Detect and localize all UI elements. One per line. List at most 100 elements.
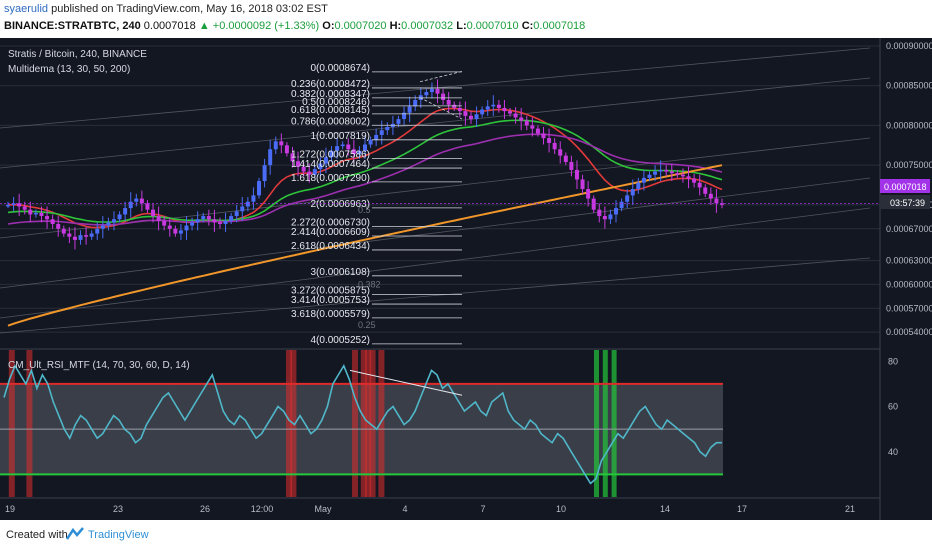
candle-body bbox=[407, 106, 412, 113]
time-tick-label: 4 bbox=[402, 504, 407, 514]
candle-body bbox=[100, 225, 105, 229]
candle-body bbox=[201, 216, 206, 220]
time-tick-label: 10 bbox=[556, 504, 566, 514]
fib-level-label: 0.618(0.0008145) bbox=[291, 105, 370, 116]
last-price-tag: 0.0007018 bbox=[880, 179, 930, 193]
candle-body bbox=[385, 127, 390, 131]
candle-body bbox=[128, 201, 133, 209]
tradingview-link[interactable]: TradingView bbox=[88, 529, 149, 541]
candle-body bbox=[296, 161, 301, 167]
chart-header: syaerulid published on TradingView.com, … bbox=[0, 0, 932, 38]
rsi-overbought-zone bbox=[26, 350, 33, 497]
candle-body bbox=[429, 88, 434, 93]
candle-body bbox=[223, 220, 228, 224]
price-tick-label: 0.00063000 bbox=[886, 256, 932, 266]
candle-body bbox=[22, 206, 27, 210]
candle-body bbox=[284, 145, 289, 154]
time-tick-label: 7 bbox=[480, 504, 485, 514]
candle-body bbox=[563, 155, 568, 162]
candle-body bbox=[245, 201, 250, 207]
candle-body bbox=[190, 222, 195, 226]
rsi-oversold-zone bbox=[594, 350, 599, 497]
candle-body bbox=[273, 141, 278, 150]
candle-body bbox=[173, 228, 178, 234]
candle-body bbox=[184, 225, 189, 231]
price-tick-label: 0.00085000 bbox=[886, 81, 932, 91]
close-value: 0.0007018 bbox=[533, 20, 586, 32]
fib-level-label: 1.272(0.0007586) bbox=[291, 149, 370, 160]
candle-body bbox=[240, 206, 245, 212]
created-with-label: Created with bbox=[6, 529, 68, 541]
chart-title: Stratis / Bitcoin, 240, BINANCE bbox=[8, 49, 147, 60]
price-tick-label: 0.00060000 bbox=[886, 279, 932, 289]
candle-body bbox=[597, 209, 602, 217]
open-label: O: bbox=[322, 20, 335, 32]
candle-body bbox=[323, 157, 328, 164]
publish-line: syaerulid published on TradingView.com, … bbox=[4, 3, 328, 15]
candle-body bbox=[491, 104, 496, 107]
candle-body bbox=[329, 150, 334, 158]
candle-body bbox=[485, 106, 490, 110]
fib-level-label: 3.414(0.0005753) bbox=[291, 295, 370, 306]
candle-body bbox=[424, 92, 429, 96]
candle-body bbox=[17, 203, 22, 207]
candle-body bbox=[614, 208, 619, 215]
candle-body bbox=[195, 219, 200, 223]
candle-body bbox=[574, 169, 579, 180]
candle-body bbox=[435, 88, 440, 94]
candle-body bbox=[547, 138, 552, 143]
footer: Created with TradingView bbox=[0, 520, 932, 550]
trend-line bbox=[0, 177, 871, 289]
candle-body bbox=[307, 171, 312, 175]
time-tick-label: 14 bbox=[660, 504, 670, 514]
candle-body bbox=[318, 163, 323, 170]
candle-body bbox=[619, 201, 624, 209]
fib-faded-label: 0.382 bbox=[358, 280, 381, 290]
rsi-tick-label: 80 bbox=[888, 356, 898, 366]
candle-body bbox=[374, 134, 379, 140]
rsi-overbought-zone bbox=[8, 350, 15, 497]
fib-level-label: 0.236(0.0008472) bbox=[291, 79, 370, 90]
candle-body bbox=[39, 212, 44, 217]
author-link[interactable]: syaerulid bbox=[4, 3, 49, 15]
candle-body bbox=[139, 198, 144, 204]
candle-body bbox=[178, 230, 183, 234]
time-tick-label: 19 bbox=[5, 504, 15, 514]
symbol-label: BINANCE:STRATBTC, 240 bbox=[4, 20, 141, 32]
candle-body bbox=[206, 216, 211, 220]
candle-body bbox=[474, 114, 479, 120]
candle-body bbox=[123, 208, 128, 215]
candle-body bbox=[229, 216, 234, 221]
candle-body bbox=[257, 181, 262, 196]
candle-body bbox=[268, 149, 273, 166]
candle-body bbox=[156, 216, 161, 221]
fib-anchor-line bbox=[419, 97, 463, 120]
candle-body bbox=[625, 195, 630, 202]
trend-line bbox=[0, 257, 871, 334]
chart-background bbox=[0, 38, 932, 520]
trend-line bbox=[0, 77, 871, 169]
up-arrow-icon: ▲ bbox=[198, 20, 210, 32]
candle-body bbox=[351, 149, 356, 155]
candle-body bbox=[569, 162, 574, 170]
chart-canvas[interactable]: 0(0.0008674) 0.236(0.0008472)0.382(0.0008… bbox=[0, 38, 932, 520]
low-value: 0.0007010 bbox=[466, 20, 519, 32]
candle-body bbox=[535, 128, 540, 134]
countdown-tag: 03:57:39 bbox=[880, 195, 930, 209]
high-value: 0.0007032 bbox=[401, 20, 454, 32]
fib-faded-label: 0.25 bbox=[358, 320, 376, 330]
fib-faded-label: 0.5 bbox=[358, 205, 371, 215]
rsi-overbought-zone bbox=[365, 350, 372, 497]
candle-body bbox=[45, 216, 50, 220]
price-change: +0.0000092 (+1.33%) bbox=[212, 20, 320, 32]
time-tick-label: 17 bbox=[737, 504, 747, 514]
candle-body bbox=[279, 141, 284, 146]
candle-body bbox=[530, 125, 535, 129]
price-tick-label: 0.00090000 bbox=[886, 41, 932, 51]
candle-body bbox=[6, 204, 10, 207]
candle-body bbox=[72, 236, 77, 240]
candle-body bbox=[686, 176, 691, 179]
candle-body bbox=[658, 169, 663, 172]
candle-body bbox=[502, 107, 507, 112]
ema-line bbox=[7, 119, 723, 223]
